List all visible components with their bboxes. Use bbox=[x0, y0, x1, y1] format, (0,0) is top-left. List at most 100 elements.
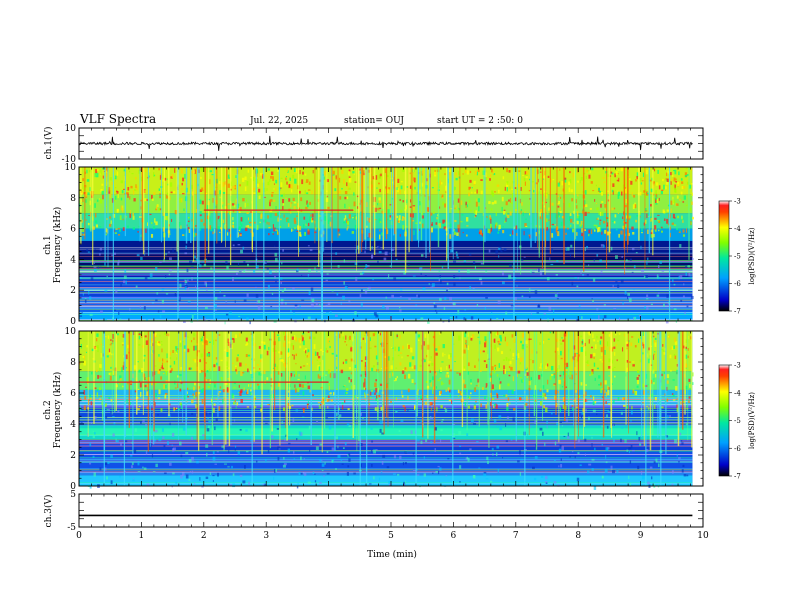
speckle bbox=[639, 216, 641, 218]
speckle bbox=[380, 471, 383, 473]
speckle bbox=[232, 216, 234, 221]
speckle bbox=[79, 315, 83, 317]
speckle bbox=[648, 347, 650, 351]
speckle bbox=[418, 337, 421, 340]
speckle bbox=[666, 386, 668, 391]
speckle bbox=[125, 280, 127, 285]
speckle bbox=[594, 447, 596, 451]
speckle bbox=[326, 472, 330, 475]
speckle bbox=[474, 170, 477, 175]
speckle bbox=[678, 275, 680, 280]
speckle bbox=[498, 377, 501, 381]
speckle bbox=[620, 279, 624, 284]
speckle bbox=[108, 223, 112, 227]
speckle bbox=[91, 252, 93, 255]
speckle bbox=[347, 185, 349, 190]
speckle bbox=[608, 366, 611, 369]
speckle bbox=[188, 228, 191, 233]
speckle bbox=[166, 353, 168, 359]
speckle bbox=[163, 258, 165, 262]
speckle bbox=[138, 405, 141, 408]
speckle bbox=[620, 411, 623, 415]
freq-band bbox=[79, 371, 693, 390]
speckle bbox=[293, 374, 295, 377]
speckle bbox=[133, 365, 137, 370]
speckle bbox=[612, 183, 615, 188]
speckle bbox=[356, 314, 359, 317]
speckle bbox=[143, 354, 146, 357]
speckle bbox=[639, 335, 641, 338]
speckle bbox=[317, 365, 320, 371]
speckle bbox=[123, 169, 126, 172]
speckle bbox=[552, 179, 555, 181]
speckle bbox=[122, 385, 124, 388]
speckle bbox=[437, 345, 440, 351]
speckle bbox=[360, 412, 362, 416]
speckle bbox=[485, 339, 487, 344]
speckle bbox=[336, 413, 338, 417]
speckle bbox=[153, 333, 157, 337]
speckle bbox=[638, 314, 642, 317]
speckle bbox=[381, 432, 385, 435]
speckle bbox=[665, 177, 667, 181]
speckle bbox=[493, 419, 497, 424]
speckle bbox=[671, 279, 674, 283]
speckle bbox=[234, 445, 237, 448]
speckle bbox=[120, 205, 122, 211]
speckle bbox=[590, 354, 593, 359]
speckle bbox=[588, 229, 591, 234]
speckle bbox=[95, 173, 97, 176]
speckle bbox=[386, 174, 389, 178]
speckle bbox=[647, 192, 649, 195]
speckle bbox=[343, 221, 346, 224]
speckle bbox=[303, 216, 306, 220]
speckle bbox=[686, 181, 689, 185]
speckle bbox=[346, 220, 350, 225]
speckle bbox=[450, 439, 453, 443]
speckle bbox=[146, 383, 149, 387]
speckle bbox=[314, 227, 317, 231]
speckle bbox=[283, 463, 287, 466]
speckle bbox=[674, 169, 677, 175]
speckle bbox=[427, 319, 430, 324]
speckle bbox=[164, 394, 167, 399]
speckle bbox=[84, 297, 87, 300]
speckle bbox=[294, 227, 296, 230]
speckle bbox=[466, 204, 469, 208]
speckle bbox=[657, 214, 660, 216]
speckle bbox=[172, 472, 175, 475]
speckle bbox=[425, 380, 428, 384]
speckle bbox=[426, 354, 428, 358]
speckle bbox=[539, 171, 542, 173]
speckle bbox=[447, 387, 450, 392]
speckle bbox=[286, 218, 290, 223]
speckle bbox=[453, 186, 456, 191]
speckle bbox=[387, 252, 390, 255]
speckle bbox=[389, 216, 392, 220]
speckle bbox=[542, 385, 545, 389]
speckle bbox=[254, 396, 256, 401]
speckle bbox=[399, 215, 401, 221]
speckle bbox=[219, 196, 221, 199]
speckle bbox=[447, 457, 450, 460]
speckle bbox=[533, 189, 535, 193]
speckle bbox=[493, 339, 495, 342]
speckle bbox=[94, 248, 96, 251]
speckle bbox=[439, 394, 442, 396]
speckle bbox=[551, 233, 554, 238]
speckle bbox=[570, 189, 573, 193]
speckle bbox=[463, 384, 467, 389]
speckle bbox=[252, 269, 256, 274]
speckle bbox=[110, 220, 112, 225]
speckle bbox=[441, 381, 443, 386]
speckle bbox=[417, 295, 420, 298]
speckle bbox=[660, 226, 663, 229]
speckle bbox=[339, 333, 341, 339]
speckle bbox=[208, 217, 211, 222]
speckle bbox=[202, 342, 204, 345]
speckle bbox=[640, 182, 643, 185]
speckle bbox=[235, 175, 237, 178]
speckle bbox=[426, 207, 430, 212]
speckle bbox=[378, 200, 382, 203]
speckle bbox=[585, 400, 588, 402]
